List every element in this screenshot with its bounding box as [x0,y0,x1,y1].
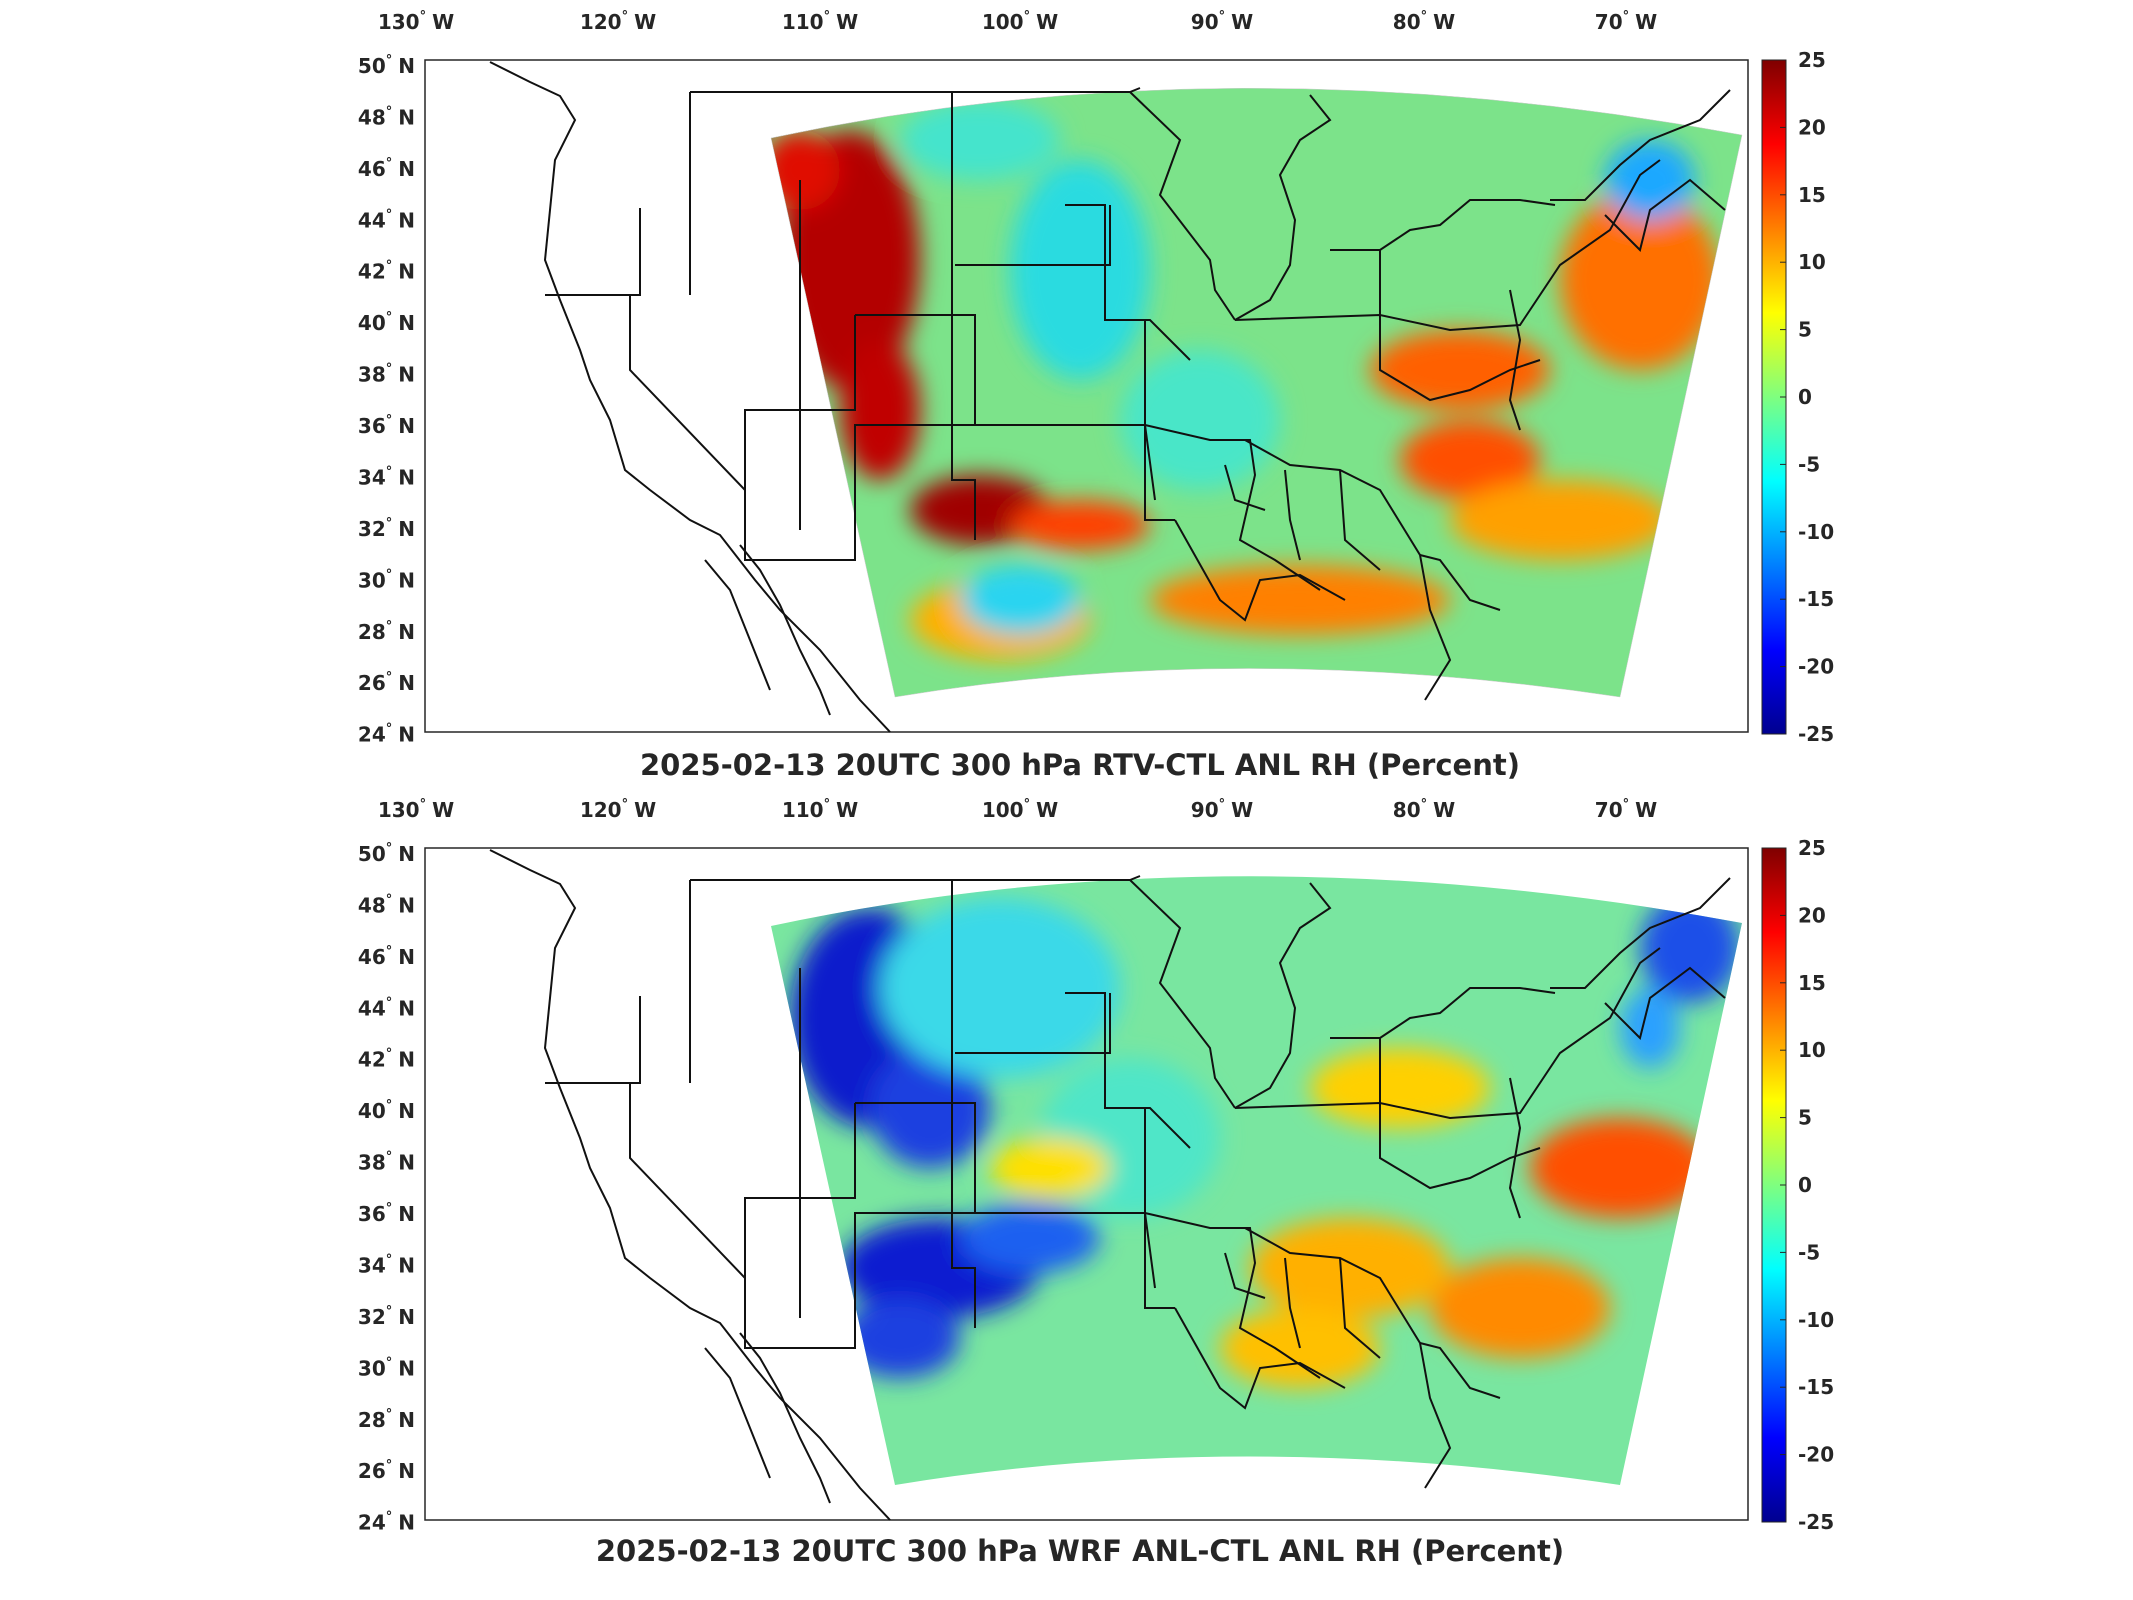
lon-tick-label: 70° W [1595,797,1657,822]
colorbar-tick-label: 25 [1798,48,1826,72]
panel-title: 2025-02-13 20UTC 300 hPa WRF ANL-CTL ANL… [596,1534,1564,1568]
colorbar-tick-label: -15 [1798,1375,1834,1399]
rh-difference-field [771,876,1742,1485]
colorbar-tick-label: 5 [1798,318,1812,342]
latitude-ticks: 50° N 48° N 46° N 44° N 42° N 40° N 38° N 36° N 34° N 32° N… [358,841,415,1535]
lat-tick-label: 36° N [358,1201,415,1226]
lon-tick-label: 130° W [378,797,454,822]
colorbar-tick-label: -15 [1798,587,1834,611]
lat-tick-label: 38° N [358,362,415,387]
longitude-ticks: 130° W 120° W 110° W 100° W 90° W 80° W 70° W [378,797,1657,822]
colorbar-tick-label: -5 [1798,1240,1820,1264]
lat-tick-label: 48° N [358,104,415,129]
lat-tick-label: 24° N [358,722,415,747]
colorbar-tick-label: -10 [1798,520,1834,544]
lat-tick-label: 50° N [358,841,415,866]
colorbar-tick-label: -25 [1798,722,1834,746]
lon-tick-label: 90° W [1191,797,1253,822]
lat-tick-label: 28° N [358,1407,415,1432]
lon-tick-label: 110° W [782,797,858,822]
lon-tick-label: 80° W [1393,9,1455,34]
colorbar-tick-label: -20 [1798,655,1834,679]
colorbar-tick-label: 0 [1798,1173,1812,1197]
lat-tick-label: 44° N [358,995,415,1020]
colorbar-ticks: 25 20 15 10 5 0 -5 -10 -15 -20 -25 [1780,836,1834,1534]
lat-tick-label: 40° N [358,1098,415,1123]
panel-title: 2025-02-13 20UTC 300 hPa RTV-CTL ANL RH … [640,748,1520,782]
lat-tick-label: 40° N [358,310,415,335]
coastline-boundaries [489,849,1731,1521]
lon-tick-label: 80° W [1393,797,1455,822]
latitude-ticks: 50° N 48° N 46° N 44° N 42° N 40° N 38° N 36° N 34° N 32° N… [358,53,415,747]
lat-tick-label: 48° N [358,892,415,917]
lat-tick-label: 28° N [358,619,415,644]
map-figure-2: 130° W 120° W 110° W 100° W 90° W 80° W 70° W 50° N 48°… [358,797,1834,1568]
colorbar-ticks: 25 20 15 10 5 0 -5 -10 -15 -20 -25 [1780,48,1834,746]
lon-tick-label: 120° W [580,797,656,822]
colorbar-tick-label: 0 [1798,385,1812,409]
lat-tick-label: 30° N [358,1355,415,1380]
lat-tick-label: 32° N [358,1304,415,1329]
lat-tick-label: 34° N [358,1252,415,1277]
panel-wrf-ctl: 130° W 120° W 110° W 100° W 90° W 80° W 70° W 50° N 48°… [0,790,2133,1600]
colorbar-tick-label: -20 [1798,1443,1834,1467]
lat-tick-label: 34° N [358,464,415,489]
colorbar-tick-label: -25 [1798,1510,1834,1534]
panel-rtv-ctl: 130° W 120° W 110° W 100° W 90° W 80° W 70° W 50° N 48°… [0,0,2133,790]
lon-tick-label: 110° W [782,9,858,34]
lon-tick-label: 130° W [378,9,454,34]
colorbar-tick-label: 15 [1798,971,1826,995]
lat-tick-label: 46° N [358,156,415,181]
lon-tick-label: 90° W [1191,9,1253,34]
lon-tick-label: 100° W [982,9,1058,34]
lat-tick-label: 46° N [358,944,415,969]
lat-tick-label: 26° N [358,670,415,695]
lat-tick-label: 50° N [358,53,415,78]
colorbar-tick-label: 25 [1798,836,1826,860]
lat-tick-label: 26° N [358,1458,415,1483]
lat-tick-label: 42° N [358,259,415,284]
rh-difference-field [771,88,1742,697]
colorbar-tick-label: 20 [1798,115,1826,139]
lat-tick-label: 42° N [358,1047,415,1072]
colorbar-tick-label: 10 [1798,1038,1826,1062]
map-figure-1: 130° W 120° W 110° W 100° W 90° W 80° W 70° W 50° N 48°… [358,9,1834,782]
colorbar-tick-label: 5 [1798,1106,1812,1130]
colorbar-tick-label: 10 [1798,250,1826,274]
lon-tick-label: 100° W [982,797,1058,822]
colorbar-tick-label: -10 [1798,1308,1834,1332]
colorbar-tick-label: 20 [1798,903,1826,927]
lat-tick-label: 24° N [358,1510,415,1535]
lat-tick-label: 36° N [358,413,415,438]
lat-tick-label: 44° N [358,207,415,232]
colorbar-tick-label: 15 [1798,183,1826,207]
lon-tick-label: 70° W [1595,9,1657,34]
colorbar-tick-label: -5 [1798,452,1820,476]
coastline-boundaries [489,61,1731,733]
lat-tick-label: 32° N [358,516,415,541]
lon-tick-label: 120° W [580,9,656,34]
lat-tick-label: 30° N [358,567,415,592]
longitude-ticks: 130° W 120° W 110° W 100° W 90° W 80° W 70° W [378,9,1657,34]
lat-tick-label: 38° N [358,1150,415,1175]
